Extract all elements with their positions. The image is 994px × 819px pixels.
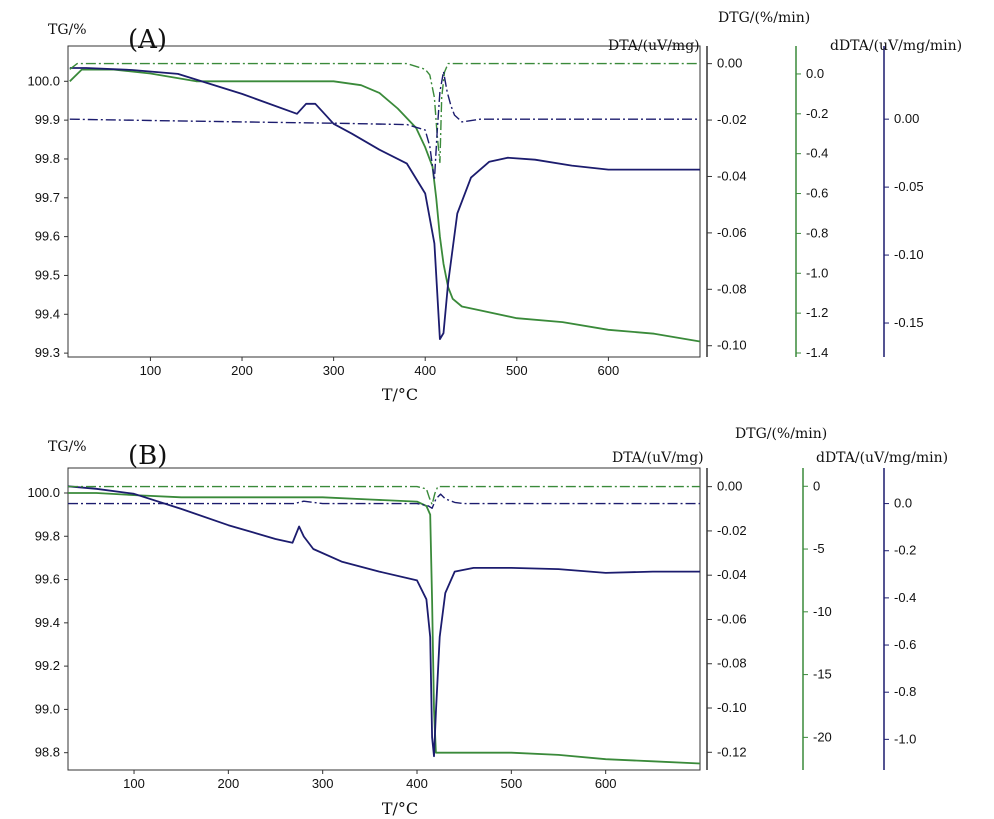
tg-tick-label: 99.9	[35, 112, 60, 127]
dta-tick-label: -10	[813, 604, 832, 619]
dta-tick-label: -0.8	[806, 225, 828, 240]
dta-tick-label: -0.2	[806, 106, 828, 121]
dtg-tick-label: -0.04	[717, 567, 747, 582]
ddta-tick-label: -0.15	[894, 315, 924, 330]
tg-tick-label: 99.6	[35, 229, 60, 244]
dtg-tick-label: -0.06	[717, 611, 747, 626]
dtg-tick-label: -0.08	[717, 281, 747, 296]
x-tick-label: 600	[598, 363, 620, 378]
tg-tick-label: 100.0	[27, 73, 60, 88]
panel-b: 100 200 300 400 500 600 T/°C 100.0 99.8 99.6 99.4 9…	[27, 426, 948, 818]
dtg-curve	[69, 62, 700, 164]
tg-tick-label: 99.4	[35, 306, 60, 321]
tg-tick-label: 98.8	[35, 745, 60, 760]
ddta-tick-label: -0.8	[894, 684, 916, 699]
tg-curve	[68, 492, 701, 765]
x-tick-label: 400	[406, 776, 428, 791]
ddta-axis-label: dDTA/(uV/mg/min)	[816, 450, 948, 466]
x-tick-label: 200	[218, 776, 240, 791]
dtg-axis-label: DTG/(%/min)	[718, 10, 810, 26]
dtg-tick-label: -0.02	[717, 112, 747, 127]
dta-tick-label: -1.2	[806, 305, 828, 320]
ddta-tick-label: -0.2	[894, 543, 916, 558]
dta-axis-label: DTA/(uV/mg)	[612, 450, 704, 466]
dtg-tick-label: -0.02	[717, 523, 747, 538]
ddta-tick-label: -0.6	[894, 637, 916, 652]
tg-axis-label: TG/%	[48, 439, 87, 455]
x-tick-label: 200	[231, 363, 253, 378]
x-tick-label: 100	[140, 363, 162, 378]
ddta-curve	[68, 493, 700, 509]
tg-tick-label: 99.8	[35, 151, 60, 166]
tg-tick-label: 99.7	[35, 190, 60, 205]
dtg-tick-label: -0.10	[717, 700, 747, 715]
panel-label: (A)	[128, 25, 167, 55]
x-tick-label: 300	[323, 363, 345, 378]
dtg-curve	[68, 485, 700, 506]
x-tick-label: 100	[123, 776, 145, 791]
ddta-tick-label: -0.4	[894, 590, 916, 605]
dta-tick-label: -20	[813, 729, 832, 744]
panel-a: 100 200 300 400 500 600 T/°C 100.0 99.9 99.8 99.7 9…	[27, 10, 962, 404]
x-axis-label: T/°C	[382, 799, 418, 818]
dtg-tick-label: -0.10	[717, 338, 747, 353]
dtg-tick-label: -0.12	[717, 744, 747, 759]
dta-tick-label: 0	[813, 478, 820, 493]
x-axis-label: T/°C	[382, 385, 418, 404]
panel-label: (B)	[128, 441, 167, 471]
tg-tick-label: 99.2	[35, 658, 60, 673]
ddta-tick-label: 0.0	[894, 496, 912, 511]
tg-tick-label: 99.5	[35, 267, 60, 282]
tg-tick-label: 100.0	[27, 485, 60, 500]
plot-frame	[67, 467, 701, 771]
ddta-curve	[69, 70, 700, 182]
ddta-tick-label: -0.10	[894, 247, 924, 262]
tg-tick-label: 99.3	[35, 345, 60, 360]
tg-tick-label: 99.8	[35, 528, 60, 543]
ddta-tick-label: 0.00	[894, 111, 919, 126]
dta-axis-label: DTA/(uV/mg)	[608, 38, 700, 54]
dta-tick-label: -15	[813, 667, 832, 682]
dtg-axis-label: DTG/(%/min)	[735, 426, 827, 442]
dta-tick-label: -0.4	[806, 146, 828, 161]
x-tick-label: 600	[595, 776, 617, 791]
ddta-tick-label: -0.05	[894, 179, 924, 194]
dta-tick-label: -0.6	[806, 186, 828, 201]
dta-tick-label: -1.0	[806, 265, 828, 280]
tg-curve	[69, 68, 701, 343]
dtg-tick-label: -0.08	[717, 656, 747, 671]
ddta-axis-label: dDTA/(uV/mg/min)	[830, 38, 962, 54]
dta-tick-label: 0.0	[806, 66, 824, 81]
ddta-tick-label: -1.0	[894, 731, 916, 746]
tg-tick-label: 99.0	[35, 701, 60, 716]
tg-tick-label: 99.4	[35, 615, 60, 630]
x-tick-label: 400	[414, 363, 436, 378]
x-tick-label: 500	[506, 363, 528, 378]
dtg-tick-label: -0.04	[717, 168, 747, 183]
tg-tick-label: 99.6	[35, 572, 60, 587]
dta-tick-label: -1.4	[806, 345, 828, 360]
dta-curve	[67, 485, 700, 758]
dta-curve	[69, 67, 700, 341]
x-tick-label: 300	[312, 776, 334, 791]
dtg-tick-label: 0.00	[717, 56, 742, 71]
x-tick-label: 500	[500, 776, 522, 791]
dtg-tick-label: -0.06	[717, 225, 747, 240]
dta-tick-label: -5	[813, 541, 825, 556]
plot-frame	[67, 45, 701, 358]
tg-axis-label: TG/%	[48, 22, 87, 38]
dtg-tick-label: 0.00	[717, 479, 742, 494]
